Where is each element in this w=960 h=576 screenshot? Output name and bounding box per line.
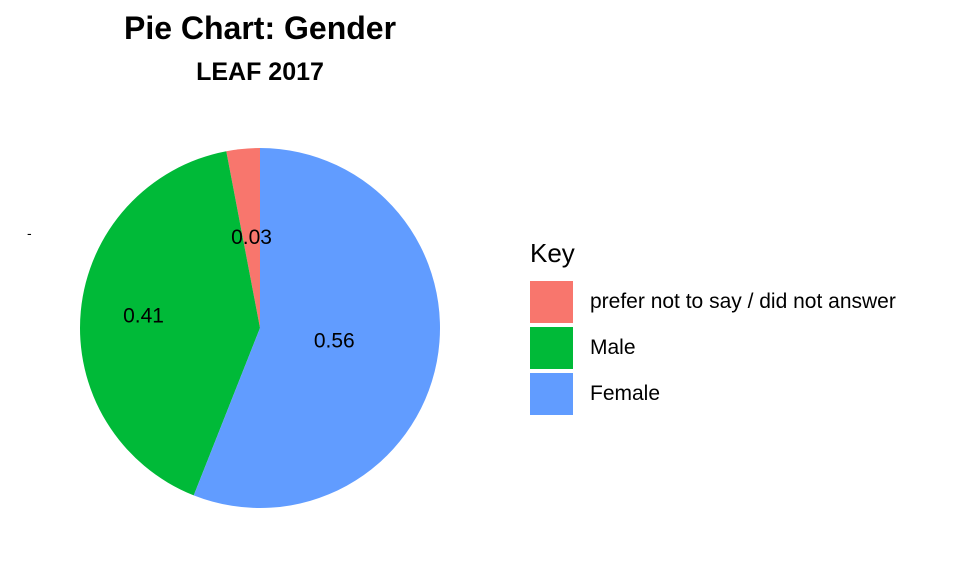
- legend-swatch-female: [530, 373, 573, 415]
- pie-label-female: 0.56: [314, 330, 355, 353]
- chart-title: Pie Chart: Gender: [123, 10, 397, 46]
- legend-label-female: Female: [590, 382, 661, 405]
- legend-swatch-male: [530, 327, 573, 369]
- pie-slices: [79, 148, 440, 508]
- stray-tick-mark: -: [27, 225, 32, 241]
- pie-slice-female: [193, 148, 440, 508]
- legend-item-male: Male: [530, 325, 896, 371]
- legend-label-male: Male: [590, 336, 636, 359]
- legend: Key prefer not to say / did not answer M…: [530, 238, 896, 417]
- legend-swatch-not-answered: [530, 281, 573, 323]
- pie-labels: 0.03 0.41 0.56: [123, 226, 355, 353]
- pie-label-male: 0.41: [123, 305, 164, 328]
- pie-slice-male: [79, 151, 261, 496]
- legend-item-not-answered: prefer not to say / did not answer: [530, 279, 896, 325]
- pie-slice-not-answered: [226, 148, 260, 328]
- legend-label-not-answered: prefer not to say / did not answer: [590, 290, 896, 313]
- legend-item-female: Female: [530, 371, 896, 417]
- legend-title: Key: [530, 238, 575, 268]
- chart-subtitle: LEAF 2017: [196, 58, 324, 86]
- pie-label-not-answered: 0.03: [231, 226, 272, 249]
